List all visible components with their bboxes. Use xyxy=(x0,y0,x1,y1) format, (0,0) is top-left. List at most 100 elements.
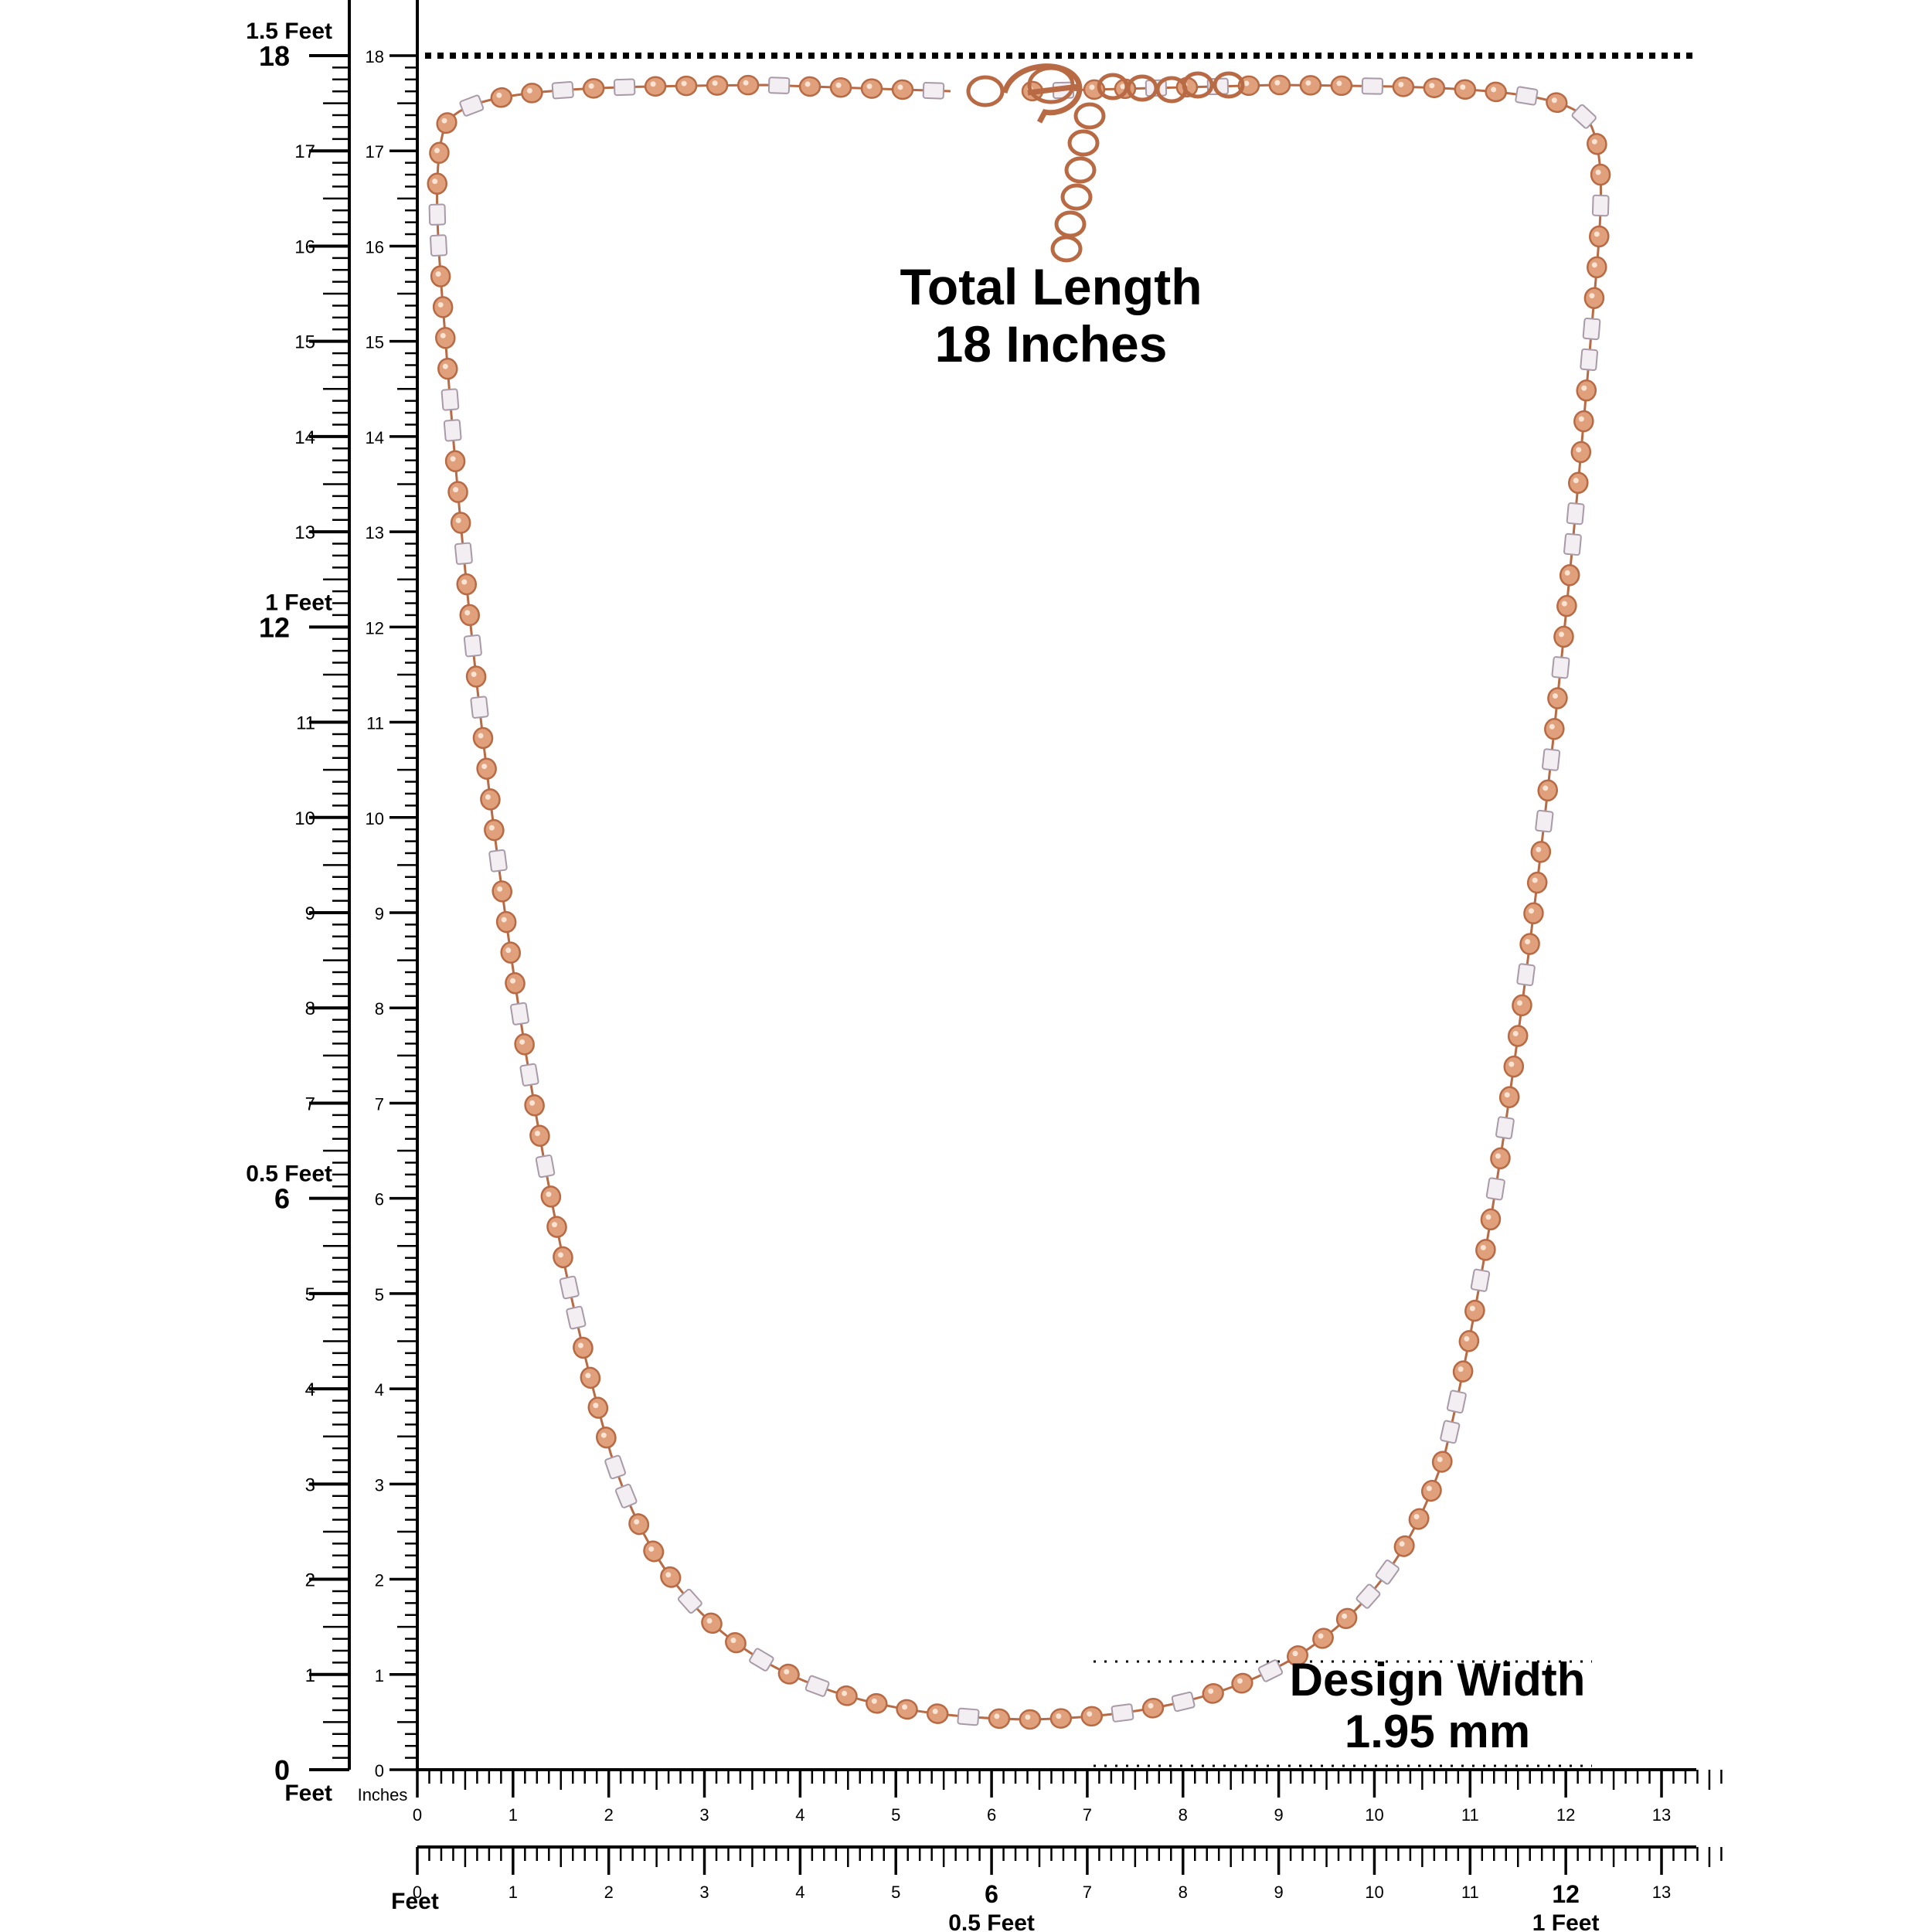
bead-highlight xyxy=(712,80,718,87)
white-bead xyxy=(459,94,485,117)
bead-highlight xyxy=(546,1191,552,1197)
extender-link xyxy=(1064,156,1097,184)
rose-gold-bead xyxy=(1268,74,1291,96)
rose-gold-bead xyxy=(1498,1086,1520,1108)
white-bead xyxy=(1571,104,1597,129)
rose-gold-bead xyxy=(1312,1628,1334,1649)
bead-highlight xyxy=(529,1100,536,1106)
rose-gold-bead xyxy=(514,1033,535,1056)
rose-gold-bead xyxy=(1464,1299,1485,1322)
bead-highlight xyxy=(1336,80,1342,87)
white-bead xyxy=(1446,1389,1467,1414)
bead-highlight xyxy=(1342,1613,1348,1619)
rose-gold-bead xyxy=(459,604,481,627)
bead-highlight xyxy=(1148,1702,1154,1709)
bead-highlight xyxy=(804,81,811,87)
bead-highlight xyxy=(665,1572,672,1578)
bead-highlight xyxy=(706,1617,713,1624)
bottom-h-ruler-label: 10 xyxy=(1365,1883,1383,1902)
white-bead xyxy=(1515,86,1539,106)
bead-highlight xyxy=(1543,785,1549,791)
white-bead xyxy=(1495,1116,1515,1140)
total-length-label: Total Length 18 Inches xyxy=(835,258,1267,373)
left-ruler-label: 10 xyxy=(294,808,315,829)
rose-gold-bead xyxy=(546,1216,567,1238)
white-bead xyxy=(535,1154,556,1179)
mid-ruler-label: 7 xyxy=(375,1094,384,1114)
rose-gold-bead xyxy=(736,74,760,96)
rose-gold-bead xyxy=(495,910,517,934)
rose-gold-bead xyxy=(1408,1508,1430,1530)
bead-highlight xyxy=(1536,846,1542,852)
rose-gold-bead xyxy=(628,1513,650,1536)
bead-highlight xyxy=(577,1342,583,1349)
rose-gold-bead xyxy=(1556,594,1577,617)
left-ruler-feet-name: 1 Feet xyxy=(265,590,332,615)
bead-highlight xyxy=(1591,262,1597,268)
top-h-ruler-label: 12 xyxy=(1556,1805,1575,1825)
bead-highlight xyxy=(1089,84,1095,90)
rose-gold-bead xyxy=(1019,1709,1042,1730)
rose-gold-bead xyxy=(1141,1697,1165,1719)
bead-highlight xyxy=(650,81,656,87)
mid-ruler-label: 17 xyxy=(366,142,384,162)
left-ruler-label: 16 xyxy=(294,236,315,257)
left-ruler-label: 1 xyxy=(305,1665,315,1686)
rose-gold-bead xyxy=(430,265,451,287)
bead-highlight xyxy=(1399,1541,1405,1547)
mid-ruler-label: 5 xyxy=(375,1285,384,1304)
rose-gold-bead xyxy=(500,941,522,964)
bottom-h-ruler-label: 7 xyxy=(1083,1883,1092,1902)
bead-highlight xyxy=(453,487,459,493)
lobster-clasp xyxy=(1002,63,1083,124)
top-h-ruler-label: 7 xyxy=(1083,1805,1092,1825)
white-bead xyxy=(1355,1583,1381,1609)
rose-gold-bead xyxy=(1570,440,1592,464)
bead-highlight xyxy=(1458,1366,1464,1372)
mid-ruler-label: 18 xyxy=(366,47,384,66)
left-ruler-label: 14 xyxy=(294,427,315,448)
left-ruler-label: 15 xyxy=(294,332,315,353)
bead-highlight xyxy=(634,1519,640,1525)
white-bead xyxy=(519,1063,539,1087)
rose-gold-bead xyxy=(1330,75,1353,97)
rose-gold-bead xyxy=(1587,133,1607,155)
rose-gold-bead xyxy=(1335,1607,1358,1630)
extender-link xyxy=(1060,183,1093,211)
white-bead xyxy=(440,388,460,411)
white-bead xyxy=(488,849,508,872)
white-bead xyxy=(614,1483,638,1509)
left-ruler-feet-name: 1.5 Feet xyxy=(246,19,332,44)
mid-ruler-label: 11 xyxy=(366,714,384,733)
bead-highlight xyxy=(1595,169,1601,175)
bottom-h-ruler-label: 0 xyxy=(413,1883,422,1902)
bottom-h-ruler-label: 2 xyxy=(604,1883,614,1902)
rose-gold-bead xyxy=(1576,379,1597,402)
left-ruler-label: 3 xyxy=(305,1475,315,1495)
mid-ruler-label: 4 xyxy=(375,1380,384,1400)
bead-highlight xyxy=(842,1690,848,1696)
white-bead xyxy=(604,1454,626,1480)
rose-gold-bead xyxy=(1526,871,1548,894)
rose-gold-bead xyxy=(1287,1645,1308,1667)
rose-gold-bead xyxy=(553,1246,573,1269)
rose-gold-bead xyxy=(582,78,605,99)
white-bead xyxy=(1440,1420,1461,1444)
bead-highlight xyxy=(478,733,484,739)
rose-gold-bead xyxy=(829,77,852,98)
rose-gold-bead xyxy=(643,1540,665,1563)
rose-gold-bead xyxy=(1452,1360,1474,1383)
white-bead xyxy=(1566,502,1585,526)
left-ruler-feet-label: 0 xyxy=(274,1754,290,1786)
bead-highlight xyxy=(1576,447,1582,453)
bead-highlight xyxy=(1460,84,1466,90)
left-ruler-label: 7 xyxy=(305,1094,315,1114)
rose-gold-bead xyxy=(1512,994,1532,1017)
extender-link xyxy=(1073,102,1106,130)
rose-gold-bead xyxy=(644,76,667,97)
inches-ruler-horizontal: 0 1 2 3 4 5 6 7 8 9 10 11 12 13 xyxy=(413,1768,1723,1825)
white-bead xyxy=(1563,532,1582,556)
rose-gold-bead xyxy=(1530,841,1552,863)
